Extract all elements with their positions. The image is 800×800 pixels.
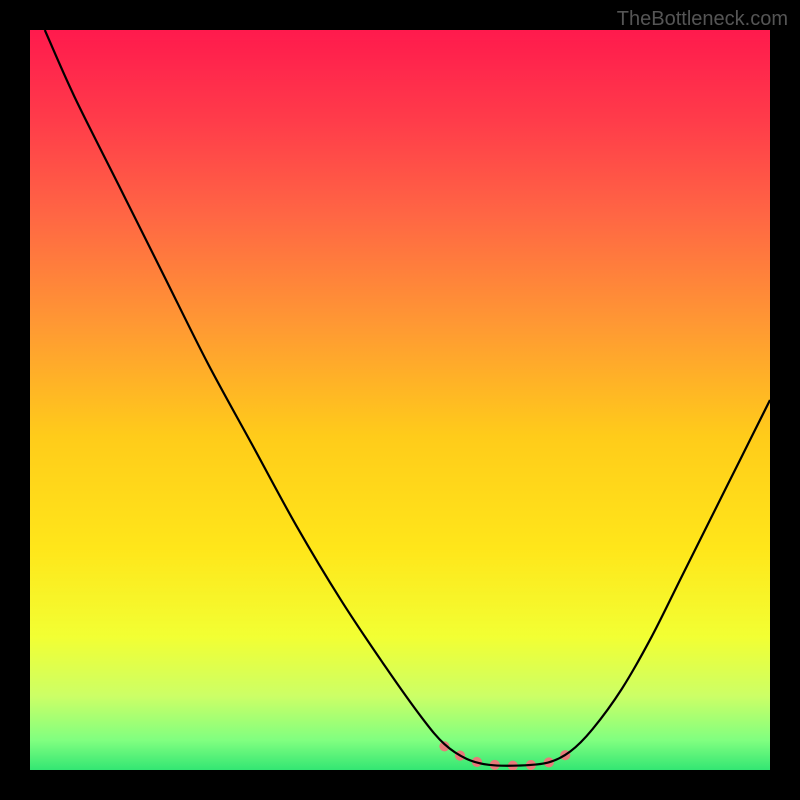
bottleneck-curve xyxy=(45,30,770,766)
watermark-text: TheBottleneck.com xyxy=(617,8,788,31)
chart-area xyxy=(30,30,770,770)
highlight-band xyxy=(444,746,577,765)
curve-overlay xyxy=(30,30,770,770)
